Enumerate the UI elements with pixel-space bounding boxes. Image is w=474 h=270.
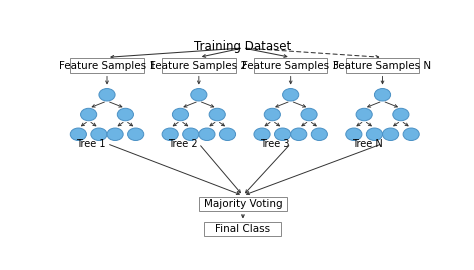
FancyBboxPatch shape: [70, 58, 144, 73]
Ellipse shape: [374, 89, 391, 101]
Ellipse shape: [117, 108, 134, 121]
Ellipse shape: [81, 108, 97, 121]
Ellipse shape: [403, 128, 419, 140]
FancyBboxPatch shape: [199, 197, 287, 211]
Text: Feature Samples 2: Feature Samples 2: [150, 61, 247, 71]
Ellipse shape: [291, 128, 307, 140]
Ellipse shape: [199, 128, 215, 140]
Ellipse shape: [301, 108, 317, 121]
Ellipse shape: [274, 128, 291, 140]
FancyBboxPatch shape: [346, 58, 419, 73]
Ellipse shape: [219, 128, 236, 140]
Text: Feature Samples 1: Feature Samples 1: [58, 61, 155, 71]
Ellipse shape: [182, 128, 199, 140]
Text: Feature Samples N: Feature Samples N: [333, 61, 432, 71]
Ellipse shape: [128, 128, 144, 140]
Ellipse shape: [283, 89, 299, 101]
Text: Tree 1: Tree 1: [76, 139, 106, 148]
Ellipse shape: [311, 128, 328, 140]
Text: Feature Samples 3: Feature Samples 3: [242, 61, 339, 71]
Ellipse shape: [91, 128, 107, 140]
Ellipse shape: [393, 108, 409, 121]
Ellipse shape: [383, 128, 399, 140]
Text: Majority Voting: Majority Voting: [204, 199, 282, 209]
Text: Final Class: Final Class: [215, 224, 271, 234]
Ellipse shape: [99, 89, 115, 101]
Ellipse shape: [264, 108, 281, 121]
Ellipse shape: [346, 128, 362, 140]
Text: Tree 3: Tree 3: [260, 139, 290, 148]
Text: Training Dataset: Training Dataset: [194, 40, 292, 53]
Ellipse shape: [191, 89, 207, 101]
FancyBboxPatch shape: [162, 58, 236, 73]
Ellipse shape: [107, 128, 123, 140]
Ellipse shape: [70, 128, 86, 140]
FancyBboxPatch shape: [254, 58, 328, 73]
Ellipse shape: [173, 108, 189, 121]
Text: Tree N: Tree N: [352, 139, 383, 148]
Text: Tree 2: Tree 2: [168, 139, 198, 148]
FancyBboxPatch shape: [204, 222, 282, 236]
Ellipse shape: [162, 128, 178, 140]
Ellipse shape: [356, 108, 372, 121]
Ellipse shape: [366, 128, 383, 140]
Ellipse shape: [254, 128, 270, 140]
Ellipse shape: [209, 108, 225, 121]
